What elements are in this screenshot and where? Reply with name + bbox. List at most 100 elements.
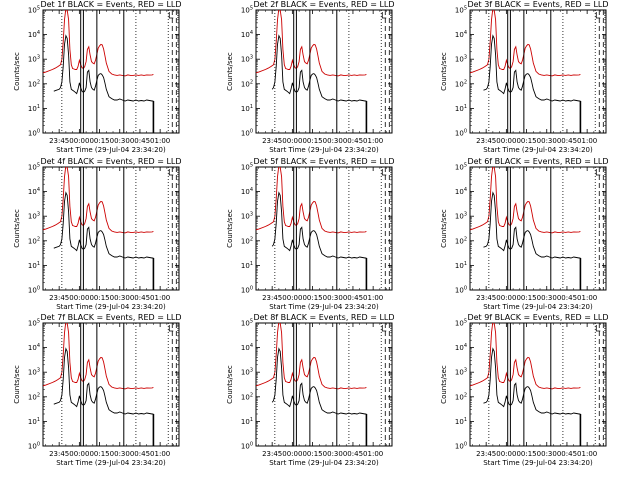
panel-title: Det 5f BLACK = Events, RED = LLD bbox=[253, 157, 394, 166]
x-tick-label: 00:00 bbox=[282, 137, 302, 145]
y-tick-label: 103 bbox=[241, 368, 253, 377]
y-tick-label: 100 bbox=[28, 286, 40, 295]
x-tick-label: 01:00 bbox=[577, 294, 597, 302]
panel-title: Det 9f BLACK = Events, RED = LLD bbox=[467, 313, 608, 322]
x-tick-label: 00:45 bbox=[130, 294, 150, 302]
y-axis-label: Counts/sec bbox=[13, 52, 21, 91]
y-tick-label: 100 bbox=[455, 286, 467, 295]
y-tick-label: 103 bbox=[28, 212, 40, 221]
y-tick-label: 102 bbox=[241, 236, 253, 245]
x-tick-label: 23:45 bbox=[262, 137, 282, 145]
x-tick-label: 00:30 bbox=[537, 450, 557, 458]
events-series-line bbox=[271, 347, 367, 415]
panel-title: Det 8f BLACK = Events, RED = LLD bbox=[253, 313, 394, 322]
lld-series-line bbox=[43, 167, 154, 234]
y-tick-label: 105 bbox=[241, 319, 253, 328]
y-tick-label: 100 bbox=[28, 129, 40, 138]
x-tick-label: 00:15 bbox=[516, 137, 536, 145]
y-tick-label: 104 bbox=[241, 30, 253, 39]
x-tick-label: 01:00 bbox=[150, 450, 170, 458]
y-tick-label: 102 bbox=[455, 79, 467, 88]
bracket-mark bbox=[168, 169, 174, 176]
x-tick-label: 00:15 bbox=[302, 137, 322, 145]
y-tick-label: 104 bbox=[455, 30, 467, 39]
x-tick-label: 23:45 bbox=[476, 137, 496, 145]
x-tick-label: 00:00 bbox=[282, 294, 302, 302]
x-tick-label: 00:15 bbox=[302, 450, 322, 458]
x-tick-label: 00:30 bbox=[323, 450, 343, 458]
plot-area bbox=[470, 10, 604, 133]
x-axis-label: Start Time (29-Jul-04 23:34:20) bbox=[483, 303, 593, 311]
events-series-line bbox=[53, 347, 154, 415]
y-tick-label: 103 bbox=[455, 55, 467, 64]
bracket-mark bbox=[595, 325, 601, 332]
x-tick-label: 00:15 bbox=[516, 450, 536, 458]
panel-det-8: Det 8f BLACK = Events, RED = LLD Counts/s… bbox=[226, 313, 395, 467]
bracket-mark bbox=[381, 325, 387, 332]
panel-det-4: Det 4f BLACK = Events, RED = LLD Counts/s… bbox=[13, 157, 182, 311]
x-tick-label: 00:45 bbox=[343, 450, 363, 458]
y-axis-label: Counts/sec bbox=[440, 52, 448, 91]
x-axis-label: Start Time (29-Jul-04 23:34:20) bbox=[269, 303, 379, 311]
lld-series-line bbox=[256, 167, 367, 234]
bracket-mark bbox=[381, 12, 387, 19]
panel-title: Det 4f BLACK = Events, RED = LLD bbox=[40, 157, 181, 166]
lld-series-line bbox=[256, 323, 367, 390]
x-tick-label: 00:30 bbox=[537, 294, 557, 302]
x-axis-label: Start Time (29-Jul-04 23:34:20) bbox=[269, 459, 379, 467]
y-tick-label: 101 bbox=[455, 417, 467, 426]
plot-frame bbox=[42, 9, 180, 134]
bracket-mark bbox=[381, 169, 387, 176]
y-tick-label: 104 bbox=[455, 187, 467, 196]
y-tick-label: 105 bbox=[241, 6, 253, 15]
x-tick-label: 00:30 bbox=[323, 294, 343, 302]
lld-series-line bbox=[43, 323, 154, 390]
x-tick-label: 01:00 bbox=[363, 294, 383, 302]
x-tick-label: 00:00 bbox=[69, 450, 89, 458]
panel-det-5: Det 5f BLACK = Events, RED = LLD Counts/s… bbox=[226, 157, 395, 311]
y-axis-label: Counts/sec bbox=[226, 52, 234, 91]
y-tick-label: 100 bbox=[28, 442, 40, 451]
panel-title: Det 1f BLACK = Events, RED = LLD bbox=[40, 0, 181, 9]
y-tick-label: 101 bbox=[455, 104, 467, 113]
y-tick-label: 103 bbox=[28, 55, 40, 64]
plot-frame bbox=[255, 322, 393, 447]
lld-series-line bbox=[256, 10, 367, 77]
panel-title: Det 6f BLACK = Events, RED = LLD bbox=[467, 157, 608, 166]
x-tick-label: 00:15 bbox=[89, 294, 109, 302]
x-axis-label: Start Time (29-Jul-04 23:34:20) bbox=[56, 303, 166, 311]
plot-frame bbox=[42, 166, 180, 291]
events-series-line bbox=[483, 347, 581, 415]
lld-series-line bbox=[43, 10, 154, 77]
x-tick-label: 01:00 bbox=[363, 137, 383, 145]
y-tick-label: 101 bbox=[28, 104, 40, 113]
x-tick-label: 23:45 bbox=[49, 137, 69, 145]
y-tick-label: 103 bbox=[455, 212, 467, 221]
plot-area bbox=[256, 167, 390, 290]
x-tick-label: 00:15 bbox=[516, 294, 536, 302]
x-tick-label: 00:30 bbox=[537, 137, 557, 145]
x-tick-label: 00:15 bbox=[89, 450, 109, 458]
y-axis-label: Counts/sec bbox=[440, 365, 448, 404]
y-tick-label: 103 bbox=[28, 368, 40, 377]
x-tick-label: 00:00 bbox=[496, 137, 516, 145]
y-tick-label: 104 bbox=[455, 343, 467, 352]
events-series-line bbox=[53, 191, 154, 259]
x-tick-label: 01:00 bbox=[150, 137, 170, 145]
x-tick-label: 23:45 bbox=[476, 450, 496, 458]
lld-series-line bbox=[470, 323, 581, 390]
events-series-line bbox=[483, 34, 581, 102]
y-tick-label: 101 bbox=[28, 417, 40, 426]
plot-frame bbox=[469, 9, 607, 134]
x-tick-label: 00:15 bbox=[302, 294, 322, 302]
y-tick-label: 104 bbox=[241, 343, 253, 352]
y-tick-label: 103 bbox=[241, 55, 253, 64]
plot-frame bbox=[469, 166, 607, 291]
panel-title: Det 3f BLACK = Events, RED = LLD bbox=[467, 0, 608, 9]
x-tick-label: 23:45 bbox=[262, 294, 282, 302]
plot-frame bbox=[255, 9, 393, 134]
y-tick-label: 104 bbox=[28, 30, 40, 39]
y-tick-label: 102 bbox=[455, 392, 467, 401]
y-tick-label: 102 bbox=[28, 236, 40, 245]
panel-det-9: Det 9f BLACK = Events, RED = LLD Counts/s… bbox=[440, 313, 609, 467]
